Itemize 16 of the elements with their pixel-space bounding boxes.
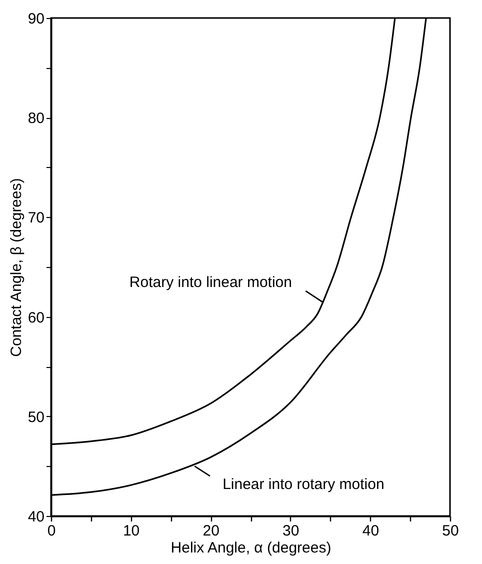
x-tick-label: 30 [282, 522, 300, 540]
y-tick-label: 60 [28, 309, 44, 326]
y-tick-label: 80 [28, 110, 44, 128]
x-tick-label: 20 [202, 522, 220, 540]
x-tick-label: 50 [442, 522, 459, 540]
x-tick-label: 40 [362, 522, 380, 540]
x-axis-title: Helix Angle, α (degrees) [170, 540, 332, 556]
y-tick-label: 40 [28, 508, 44, 526]
y-tick-label: 90 [28, 10, 44, 28]
y-tick-label: 70 [28, 210, 44, 227]
y-axis-title: Contact Angle, β (degrees) [8, 178, 25, 357]
annotation: Linear into rotary motion [222, 476, 384, 494]
annotation: Rotary into linear motion [129, 274, 292, 291]
y-tick-label: 50 [28, 408, 44, 426]
x-tick-label: 10 [122, 522, 140, 540]
x-tick-label: 0 [47, 522, 56, 540]
